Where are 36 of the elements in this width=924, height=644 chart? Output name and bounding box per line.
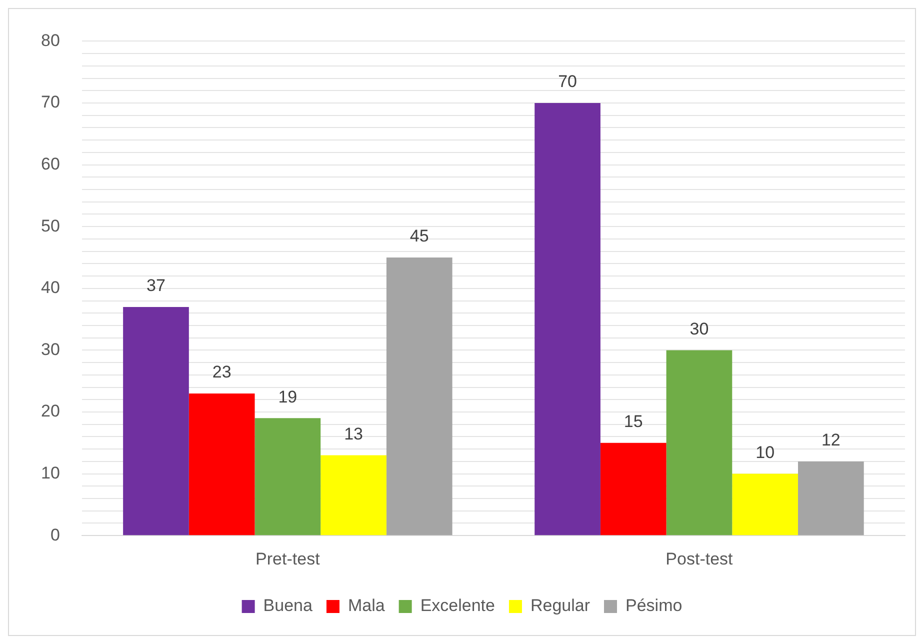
y-tick-label: 30 (40, 340, 60, 359)
legend-label: Regular (530, 596, 590, 616)
data-label: 12 (821, 430, 840, 450)
data-label: 15 (624, 412, 643, 432)
bar (666, 350, 732, 536)
bar (320, 455, 386, 536)
y-tick-label: 10 (40, 463, 60, 482)
y-tick-label: 80 (40, 30, 60, 50)
bar (600, 442, 666, 536)
y-tick-label: 40 (40, 278, 60, 298)
data-label: 10 (756, 442, 775, 462)
data-label: 13 (344, 424, 363, 444)
y-tick-label: 60 (40, 154, 60, 174)
bar (123, 306, 189, 536)
y-tick-label: 70 (40, 92, 60, 112)
legend-label: Excelente (420, 596, 495, 616)
bar (534, 103, 600, 536)
x-tick-label: Pret-test (256, 549, 320, 568)
data-label: 37 (146, 276, 166, 296)
legend-label: Pésimo (626, 596, 682, 616)
bar (386, 258, 452, 536)
bar (188, 393, 255, 536)
data-label: 70 (558, 72, 577, 92)
legend-label: Buena (263, 596, 314, 616)
y-tick-label: 20 (40, 402, 60, 421)
data-label: 30 (690, 319, 709, 338)
bar (254, 418, 321, 536)
x-tick-label: Post-test (666, 549, 734, 568)
data-label: 23 (212, 362, 232, 382)
legend-label: Mala (348, 596, 386, 616)
y-tick-label: 50 (40, 216, 60, 236)
bar (798, 461, 864, 536)
data-label: 19 (278, 387, 298, 406)
y-tick-label: 0 (50, 525, 60, 544)
bar (732, 474, 798, 536)
data-label: 45 (410, 226, 429, 246)
